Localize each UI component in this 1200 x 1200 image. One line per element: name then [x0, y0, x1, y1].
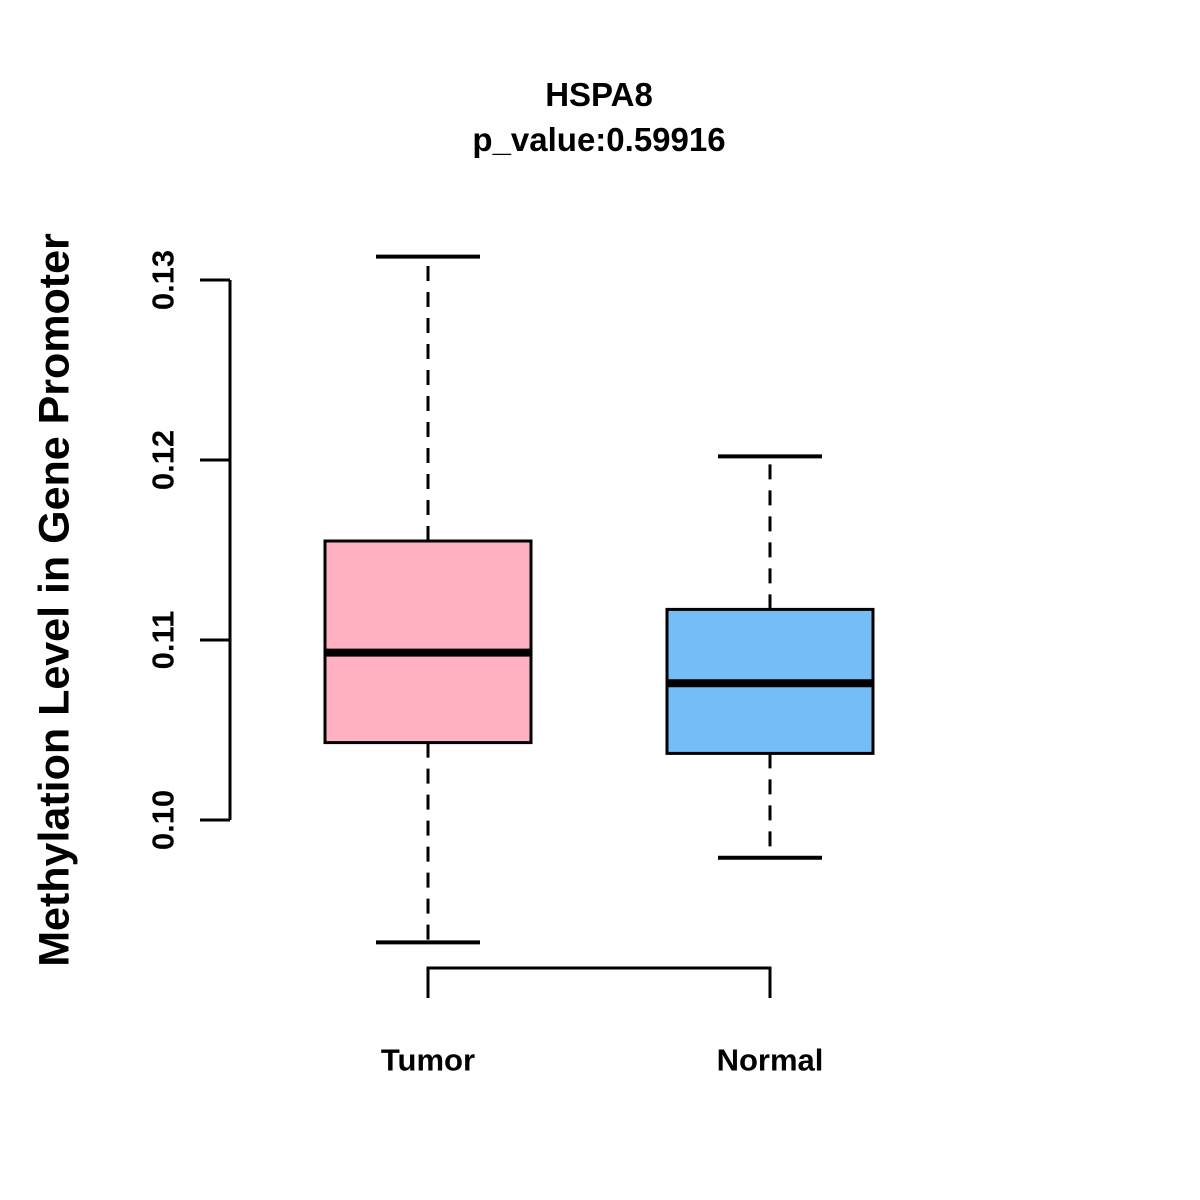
y-tick-label: 0.10 — [146, 790, 181, 850]
box-tumor — [323, 539, 533, 745]
y-axis-title: Methylation Level in Gene Promoter — [30, 233, 79, 967]
chart-title: HSPA8 — [545, 76, 653, 113]
chart-subtitle: p_value:0.59916 — [472, 121, 726, 158]
y-tick-label: 0.12 — [146, 430, 181, 490]
y-tick-label: 0.11 — [146, 611, 181, 670]
category-label-tumor: Tumor — [381, 1043, 475, 1078]
category-label-normal: Normal — [717, 1043, 824, 1078]
x-axis-bracket — [426, 966, 772, 998]
y-tick-label: 0.13 — [146, 250, 181, 310]
